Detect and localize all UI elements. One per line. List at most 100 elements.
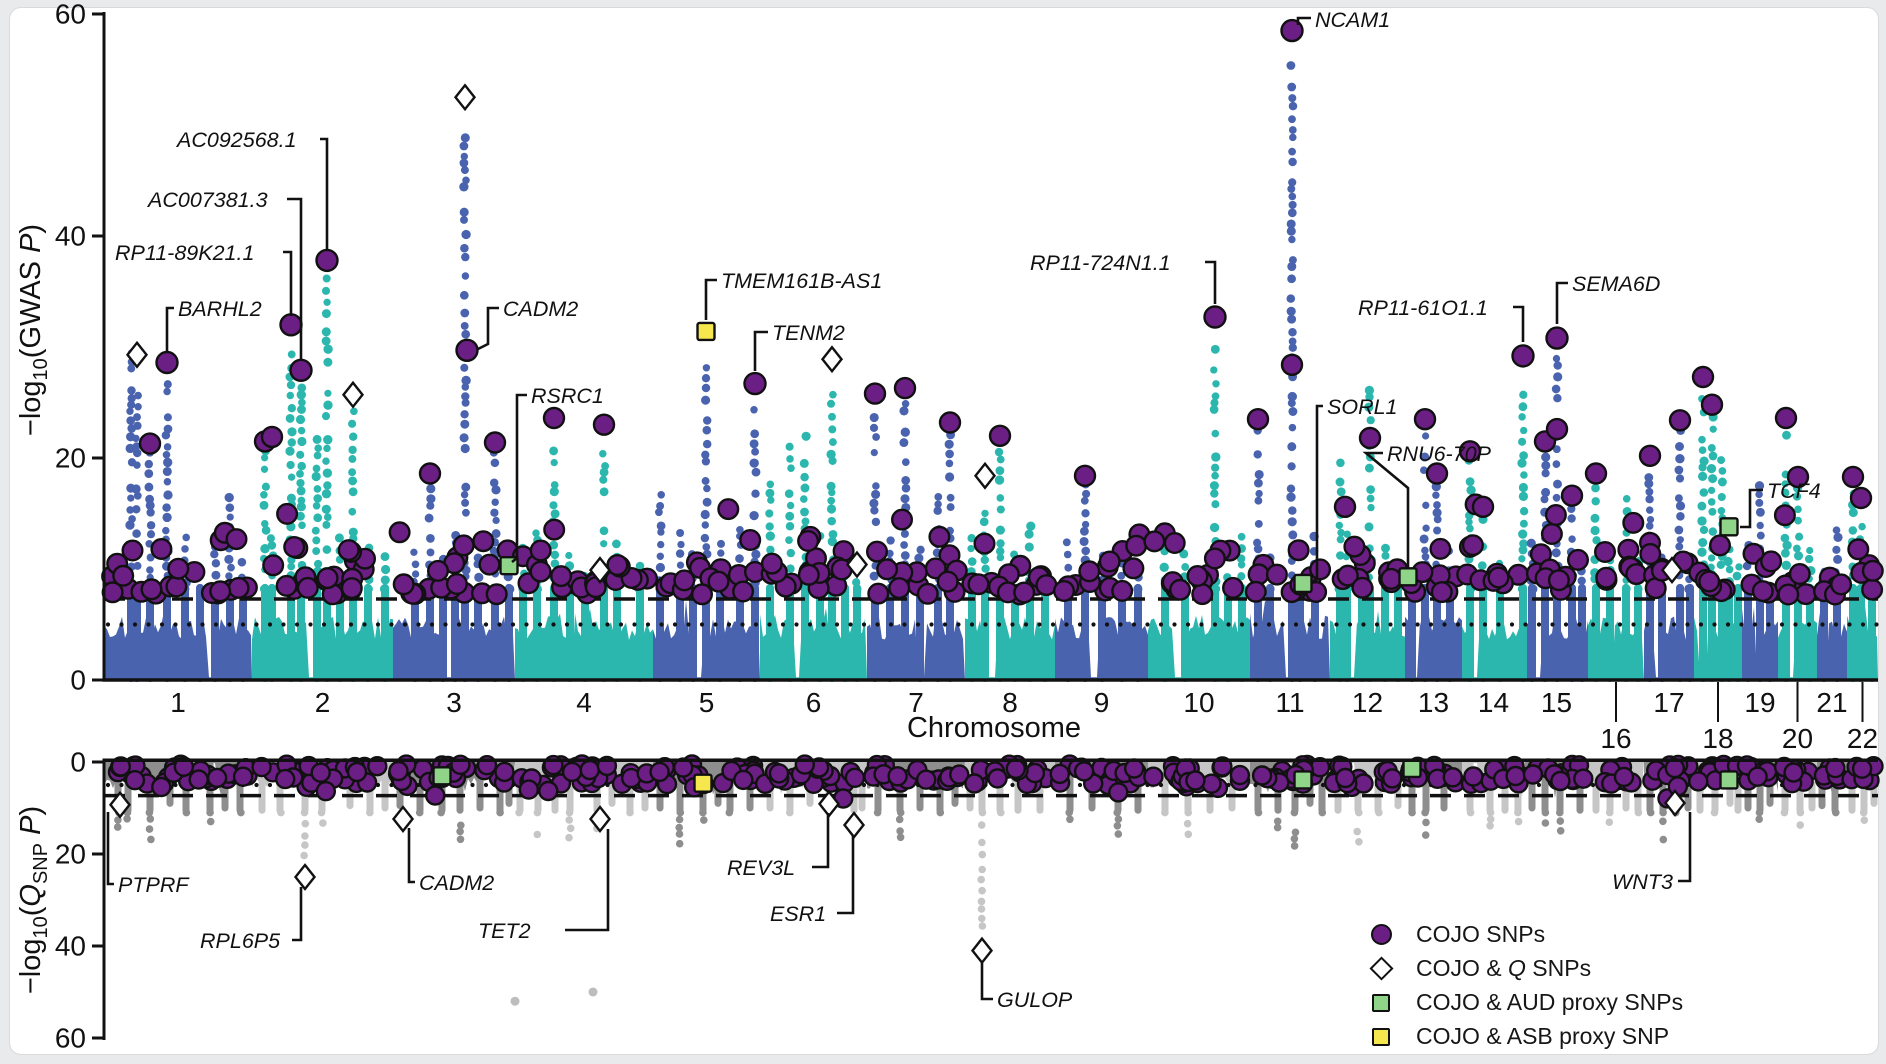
cojo-snp-marker [427,559,450,582]
cojo-snp-marker [1751,580,1774,603]
cojo-snp-marker [1073,761,1095,782]
cojo-snp-marker [155,350,179,375]
cojo-snp-marker [445,573,468,596]
cojo-snp-marker [867,582,890,605]
callout-line-TENM2 [753,330,768,371]
chromosome-label-15: 15 [1541,687,1572,718]
cojo-snp-marker [1773,504,1796,527]
gene-label-RPL6P5: RPL6P5 [200,929,281,953]
cojo-snp-marker [1430,581,1453,604]
cojo-snp-marker [173,756,195,777]
chromosome-label-19: 19 [1744,687,1775,718]
cojo-snp-marker [1212,756,1233,777]
cojo-snp-marker [1244,580,1267,603]
chromosome-label-16: 16 [1600,723,1631,754]
square-green-icon [1368,993,1394,1012]
x-axis-title: Chromosome [906,712,1082,744]
q-snp-marker [108,790,132,819]
circle-purple-icon [1368,924,1394,945]
cojo-snp-marker [1143,530,1166,553]
cojo-snp-marker [1851,758,1873,779]
cojo-snp-marker [260,425,284,449]
cojo-snp-marker [388,760,409,782]
gene-label-TENM2: TENM2 [772,321,845,345]
cojo-snp-marker [1251,765,1273,786]
cojo-snp-marker [1425,462,1449,485]
cojo-snp-marker [165,575,188,598]
special-snp-markers [108,18,1739,965]
cojo-snp-marker [1358,426,1382,450]
cojo-snp-marker [1073,464,1097,487]
cojo-snp-marker [938,411,962,434]
cojo-snp-marker [592,413,616,436]
gene-label-GULOP: GULOP [997,988,1073,1012]
cojo-snp-marker [151,776,172,798]
aud-proxy-marker [432,766,452,786]
legend-label: COJO & Q SNPs [1416,955,1592,981]
chromosome-label-9: 9 [1094,687,1110,718]
cojo-snp-marker [337,539,360,562]
cojo-snp-marker [112,564,135,587]
cojo-snp-marker [209,580,232,603]
cojo-snp-marker [275,768,296,790]
chromosome-label-8: 8 [1002,687,1018,718]
cojo-snp-marker [1638,444,1662,467]
chromosome-label-17: 17 [1653,687,1684,718]
q-snp-marker [820,345,844,374]
chromosome-label-11: 11 [1275,687,1304,718]
gene-label-RSRC1: RSRC1 [531,384,604,408]
cojo-snp-marker [1487,566,1510,589]
cojo-snp-marker [1191,583,1214,606]
cojo-snp-marker [1540,523,1563,546]
cojo-snp-marker [916,769,937,790]
legend-item-0: COJO SNPs [1368,921,1683,947]
cojo-snp-marker [797,530,820,553]
cojo-snp-marker [768,763,790,784]
callout-line-AC007381.3 [287,197,303,360]
cojo-snp-marker [140,578,163,601]
cojo-snp-marker [1049,763,1071,785]
cojo-snp-marker [967,573,990,596]
callout-line-GULOP [980,962,993,1001]
aud-proxy-marker [1398,567,1418,587]
y-tick-label: 0 [70,665,86,696]
cojo-snp-marker [707,570,730,593]
cojo-snp-marker [1380,567,1403,590]
y-axis-title-qsnp: −log10(QSNP P) [15,805,52,995]
cojo-snp-marker [518,779,539,800]
cojo-snp-marker [1309,558,1332,581]
cojo-snp-marker [276,502,299,525]
cojo-snp-marker [283,536,306,559]
chromosome-label-4: 4 [576,687,592,718]
cojo-snp-marker [1463,766,1484,787]
gene-label-TET2: TET2 [478,919,531,943]
cojo-snp-marker [1622,511,1645,534]
cojo-snp-marker [1336,564,1359,587]
cojo-snp-marker [279,313,303,337]
cojo-snp-marker [1545,417,1569,441]
callout-line-AC092568.1 [320,137,329,251]
callout-line-TMEM161B-AS1 [704,278,717,320]
cojo-snp-marker [561,761,583,783]
chromosome-label-5: 5 [699,687,715,718]
cojo-snp-marker [542,406,566,430]
aud-proxy-marker [1293,770,1313,790]
cojo-snp-marker [1111,579,1134,602]
cojo-snp-marker [1522,764,1544,785]
y-tick-label: 40 [55,931,86,962]
chromosome-label-10: 10 [1183,687,1214,718]
legend: COJO SNPs COJO & Q SNPs COJO & AUD proxy S… [1368,921,1683,1049]
cojo-snp-marker [916,582,939,605]
gene-callouts: BARHL2 RP11-89K21.1 AC007381.3 AC092568.1 CA… [106,8,1821,1012]
callout-line-ESR1 [837,835,855,915]
y-tick-label: 20 [55,839,86,870]
cojo-snp-marker [310,762,331,783]
cojo-snp-marker [743,371,767,396]
cojo-snp-marker [425,785,446,806]
cojo-snp-marker [1688,771,1709,792]
cojo-snp-marker [485,583,508,606]
aud-proxy-marker [1719,770,1739,790]
gene-label-WNT3: WNT3 [1612,870,1673,894]
